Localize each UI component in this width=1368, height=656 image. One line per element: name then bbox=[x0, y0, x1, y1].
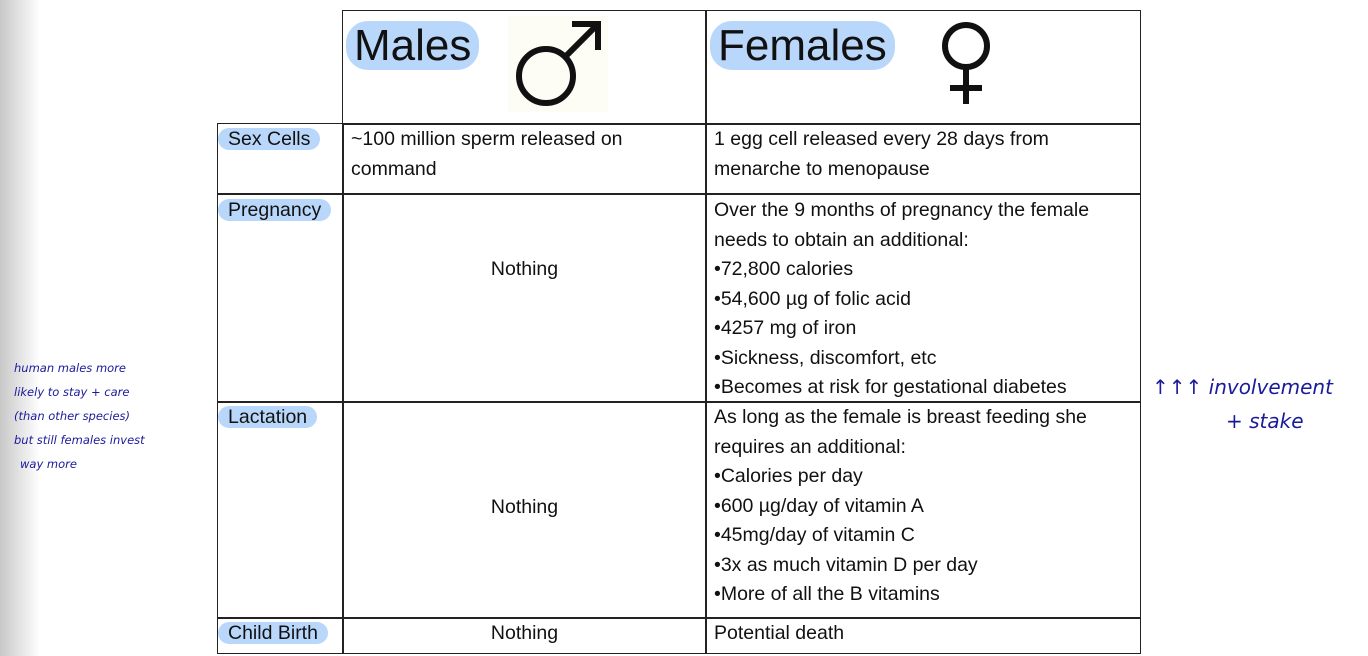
note-line: (than other species) bbox=[14, 409, 131, 423]
table-cell bbox=[342, 401, 707, 619]
row-label-pregnancy: Pregnancy bbox=[218, 196, 332, 226]
table-cell bbox=[342, 123, 707, 195]
list-item: •3x as much vitamin D per day bbox=[714, 553, 978, 576]
table-cell bbox=[705, 401, 1141, 619]
females-lactation: As long as the female is breast feeding … bbox=[714, 403, 1136, 610]
label-cell bbox=[217, 617, 344, 654]
header-females: Females bbox=[710, 20, 895, 72]
header-males-cell bbox=[342, 10, 707, 125]
females-child-birth: Potential death bbox=[714, 622, 845, 644]
female-symbol-icon bbox=[942, 22, 990, 104]
row-label-lactation: Lactation bbox=[218, 403, 318, 433]
note-line: + stake bbox=[1226, 409, 1304, 433]
page-edge-shadow bbox=[0, 0, 40, 656]
list-item: •600 µg/day of vitamin A bbox=[714, 494, 924, 517]
label-cell bbox=[217, 123, 344, 195]
list-item: •45mg/day of vitamin C bbox=[714, 524, 915, 546]
label-cell bbox=[217, 401, 344, 619]
header-females-cell bbox=[705, 10, 1141, 125]
table-cell bbox=[705, 617, 1141, 654]
intro-text: As long as the female is breast feeding … bbox=[714, 406, 1087, 458]
handwritten-note-right: ↑↑↑ involvement + stake bbox=[1152, 370, 1333, 438]
males-sex-cells: ~100 million sperm released on command bbox=[351, 128, 623, 180]
row-label-sex-cells: Sex Cells bbox=[218, 125, 321, 155]
row-label-child-birth: Child Birth bbox=[218, 619, 328, 649]
males-lactation: Nothing bbox=[490, 496, 559, 518]
males-pregnancy: Nothing bbox=[490, 258, 559, 280]
males-child-birth: Nothing bbox=[490, 622, 559, 644]
header-males: Males bbox=[346, 20, 480, 72]
list-item: •72,800 calories bbox=[714, 258, 854, 280]
list-item: •4257 mg of iron bbox=[714, 317, 857, 339]
list-item: •Becomes at risk for gestational diabete… bbox=[714, 376, 1067, 398]
label-cell bbox=[217, 193, 344, 403]
table-cell bbox=[705, 193, 1141, 403]
table-cell bbox=[342, 617, 707, 654]
handwritten-note-left: human males more likely to stay + care (… bbox=[14, 356, 145, 476]
list-item: •Calories per day bbox=[714, 465, 863, 487]
note-line: way more bbox=[20, 457, 77, 471]
note-line: likely to stay + care bbox=[14, 385, 130, 399]
intro-text: Over the 9 months of pregnancy the femal… bbox=[714, 199, 1090, 251]
note-line: but still females invest bbox=[14, 433, 145, 447]
list-item: •Sickness, discomfort, etc bbox=[714, 346, 937, 369]
females-sex-cells: 1 egg cell released every 28 days from m… bbox=[714, 128, 1049, 180]
list-item: •More of all the B vitamins bbox=[714, 583, 940, 605]
male-symbol-icon bbox=[508, 16, 608, 112]
table-cell bbox=[342, 193, 707, 403]
list-item: •54,600 µg of folic acid bbox=[714, 287, 911, 310]
note-line: ↑↑↑ involvement bbox=[1152, 375, 1333, 399]
females-pregnancy: Over the 9 months of pregnancy the femal… bbox=[714, 196, 1136, 403]
note-line: human males more bbox=[14, 361, 126, 375]
table-cell bbox=[705, 123, 1141, 195]
